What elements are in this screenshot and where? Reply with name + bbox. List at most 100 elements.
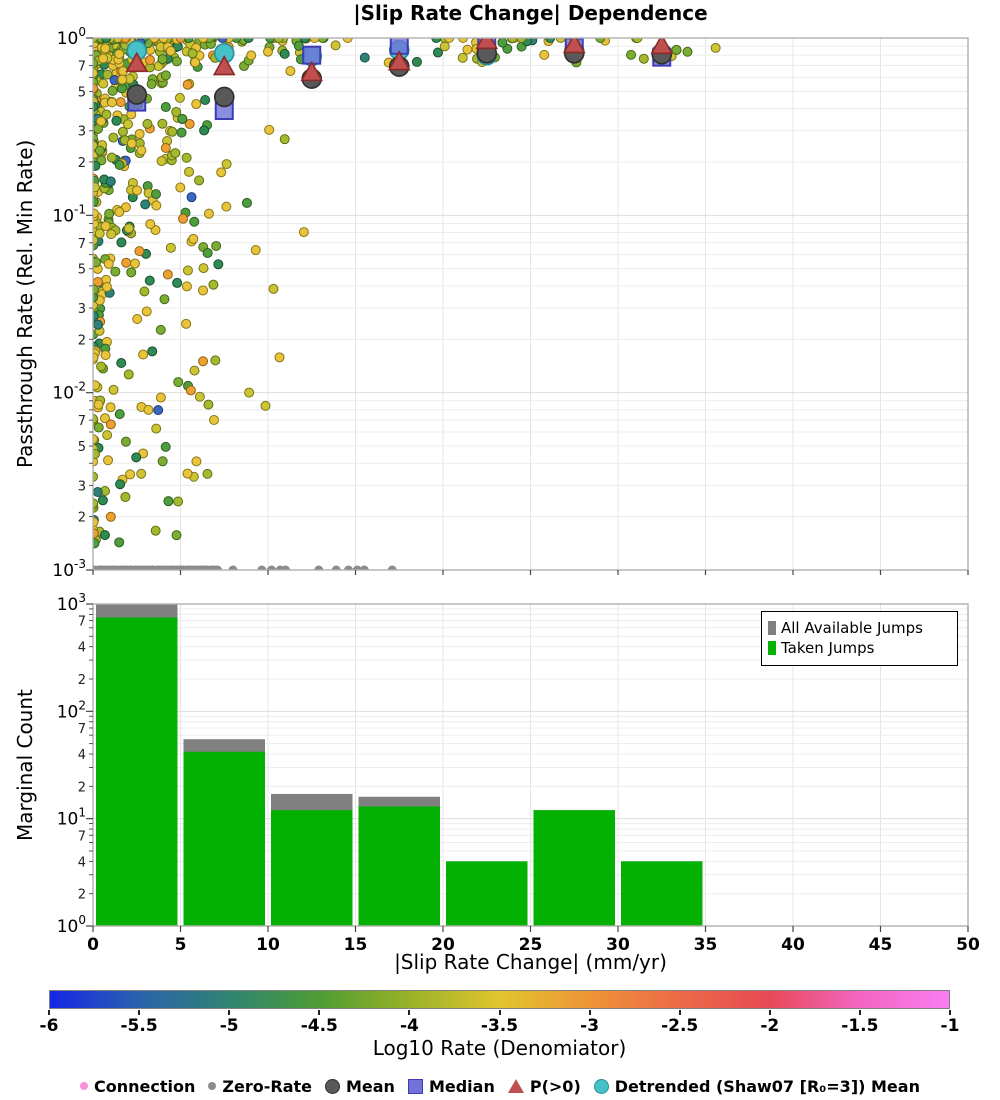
bar-taken-jumps bbox=[183, 751, 265, 926]
histogram-y-axis-label: Marginal Count bbox=[13, 689, 37, 841]
histogram-legend: All Available Jumps Taken Jumps bbox=[761, 611, 958, 666]
tick-marks bbox=[86, 37, 969, 932]
marker-legend-item: Detrended (Shaw07 [R₀=3]) Mean bbox=[593, 1076, 920, 1096]
svg-text:45: 45 bbox=[869, 935, 893, 955]
colorbar-tick-mark bbox=[678, 1010, 681, 1015]
svg-text:7: 7 bbox=[78, 414, 86, 429]
svg-text:2: 2 bbox=[78, 333, 86, 348]
colorbar-tick-label: -2.5 bbox=[661, 1016, 699, 1036]
bar-taken-jumps bbox=[446, 861, 528, 926]
svg-text:25: 25 bbox=[519, 935, 543, 955]
marker-legend-item: Zero-Rate bbox=[208, 1077, 312, 1096]
svg-text:100: 100 bbox=[57, 913, 86, 937]
gridlines bbox=[180, 604, 881, 926]
svg-text:100: 100 bbox=[57, 25, 86, 49]
legend-swatch bbox=[768, 621, 776, 635]
marker-legend-label: Zero-Rate bbox=[222, 1076, 312, 1096]
marker-legend-item: Mean bbox=[324, 1077, 395, 1096]
colorbar bbox=[49, 990, 950, 1009]
legend-swatch bbox=[768, 641, 776, 655]
svg-text:7: 7 bbox=[78, 59, 86, 74]
colorbar-tick-mark bbox=[48, 1010, 50, 1015]
marker-legend-item: Median bbox=[407, 1076, 495, 1096]
svg-text:35: 35 bbox=[694, 935, 718, 955]
colorbar-tick-label: -2 bbox=[760, 1016, 780, 1036]
colorbar-tick-label: -3 bbox=[580, 1016, 600, 1036]
svg-text:4: 4 bbox=[78, 855, 86, 870]
svg-text:101: 101 bbox=[57, 806, 86, 830]
svg-text:15: 15 bbox=[344, 935, 368, 955]
scatter-points bbox=[93, 38, 721, 570]
marker-legend-item: P(>0) bbox=[507, 1077, 581, 1096]
svg-text:5: 5 bbox=[78, 263, 86, 278]
svg-text:10-1: 10-1 bbox=[52, 202, 86, 226]
legend-label: All Available Jumps bbox=[781, 619, 923, 637]
marker-legend-label: Median bbox=[428, 1076, 495, 1096]
colorbar-tick-mark bbox=[138, 1010, 141, 1015]
svg-text:2: 2 bbox=[78, 156, 86, 171]
svg-text:7: 7 bbox=[78, 829, 86, 844]
circle-marker-icon bbox=[324, 1078, 340, 1094]
square-marker-icon bbox=[407, 1078, 423, 1094]
svg-text:2: 2 bbox=[78, 888, 86, 903]
svg-text:7: 7 bbox=[78, 237, 86, 252]
legend-item: All Available Jumps bbox=[768, 619, 952, 637]
svg-text:10-3: 10-3 bbox=[52, 557, 86, 581]
colorbar-tick-label: -4.5 bbox=[300, 1016, 338, 1036]
marker-legend-label: Detrended (Shaw07 [R₀=3]) Mean bbox=[614, 1076, 920, 1096]
gridlines bbox=[93, 38, 968, 570]
tick-labels: 10010-110-210-32357235723571031021011002… bbox=[52, 25, 980, 955]
svg-text:3: 3 bbox=[78, 479, 86, 494]
svg-text:3: 3 bbox=[78, 125, 86, 140]
colorbar-tick-label: -4 bbox=[399, 1016, 419, 1036]
svg-text:10: 10 bbox=[256, 935, 280, 955]
svg-text:5: 5 bbox=[78, 440, 86, 455]
bar-taken-jumps bbox=[621, 861, 703, 926]
scatter-y-axis-label: Passthrough Rate (Rel. Min Rate) bbox=[13, 139, 37, 469]
triangle-marker-icon bbox=[507, 1079, 524, 1093]
svg-text:20: 20 bbox=[431, 935, 455, 955]
marker-legend-item: Connection bbox=[80, 1077, 195, 1096]
dot-marker-icon bbox=[208, 1082, 217, 1090]
colorbar-tick-mark bbox=[588, 1010, 591, 1015]
bar-taken-jumps bbox=[96, 617, 178, 926]
histogram-bars bbox=[96, 604, 703, 926]
marker-legend: Connection Zero-Rate Mean Median P(>0) Detren… bbox=[0, 1072, 1000, 1100]
zero-rate-points bbox=[93, 565, 397, 570]
bar-taken-jumps bbox=[358, 806, 440, 926]
chart-title: |Slip Rate Change| Dependence bbox=[353, 1, 708, 25]
summary-markers bbox=[125, 38, 674, 121]
dot-marker-icon bbox=[80, 1082, 89, 1090]
circle-marker-icon bbox=[593, 1078, 609, 1094]
svg-text:5: 5 bbox=[78, 85, 86, 100]
svg-text:40: 40 bbox=[781, 935, 805, 955]
colorbar-tick-label: -6 bbox=[39, 1016, 59, 1036]
svg-text:2: 2 bbox=[78, 780, 86, 795]
svg-text:2: 2 bbox=[78, 511, 86, 526]
colorbar-tick-label: -5.5 bbox=[120, 1016, 158, 1036]
colorbar-ticks: -6 -5.5 -5 -4.5 -4 -3.5 -3 -2.5 -2 -1.5 -1 bbox=[0, 1010, 1000, 1036]
svg-text:103: 103 bbox=[57, 591, 86, 615]
svg-text:7: 7 bbox=[78, 722, 86, 737]
svg-text:3: 3 bbox=[78, 302, 86, 317]
bar-taken-jumps bbox=[533, 810, 615, 926]
svg-text:5: 5 bbox=[175, 935, 187, 955]
svg-text:2: 2 bbox=[78, 673, 86, 688]
colorbar-tick-mark bbox=[768, 1010, 771, 1015]
svg-text:50: 50 bbox=[956, 935, 980, 955]
colorbar-label: Log10 Rate (Denomiator) bbox=[372, 1036, 627, 1060]
colorbar-tick-label: -3.5 bbox=[480, 1016, 519, 1036]
svg-text:7: 7 bbox=[78, 615, 86, 630]
svg-text:30: 30 bbox=[606, 935, 630, 955]
x-axis-label: |Slip Rate Change| (mm/yr) bbox=[394, 950, 667, 974]
colorbar-tick-label: -1 bbox=[940, 1016, 960, 1036]
colorbar-tick-label: -1.5 bbox=[841, 1016, 879, 1036]
colorbar-tick-label: -5 bbox=[219, 1016, 239, 1036]
marker-legend-label: Connection bbox=[94, 1076, 196, 1096]
svg-text:10-2: 10-2 bbox=[52, 380, 86, 404]
colorbar-tick-mark bbox=[318, 1010, 321, 1015]
colorbar-tick-mark bbox=[228, 1010, 231, 1015]
svg-text:4: 4 bbox=[78, 748, 86, 763]
